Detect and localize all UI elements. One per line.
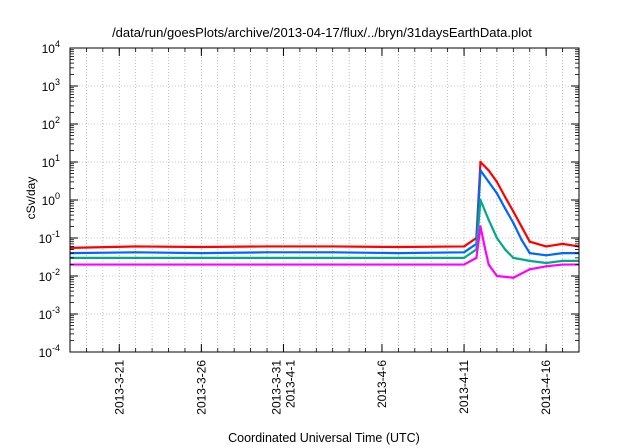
series-point (331, 263, 334, 266)
series-point (479, 169, 482, 172)
y-tick-label: 102 (42, 115, 60, 132)
series-point (397, 245, 400, 249)
series-point (331, 251, 334, 254)
series-point (265, 251, 269, 254)
x-axis-label: Coordinated Universal Time (UTC) (228, 431, 420, 445)
series-point (487, 180, 490, 184)
x-tick-label: 2013-3-26 (194, 360, 208, 415)
series-point (512, 221, 515, 225)
x-tick-label: 2013-3-31 (269, 360, 283, 415)
y-tick-label: 10-4 (39, 343, 60, 360)
series-point (462, 251, 466, 254)
series-point (475, 256, 478, 260)
x-tick-label: 2013-4-6 (375, 360, 389, 408)
series-point (487, 263, 490, 266)
series-point (462, 245, 466, 248)
y-tick-label: 104 (42, 39, 60, 56)
series-point (483, 245, 486, 248)
series-point (331, 256, 334, 260)
series-point (265, 263, 269, 266)
series-point (495, 236, 499, 240)
series-point (462, 256, 466, 260)
series-point (462, 263, 466, 266)
series-point (561, 263, 564, 266)
series-point (544, 245, 548, 248)
series-point (479, 198, 482, 202)
plot-frame (69, 47, 580, 353)
series-point (397, 263, 400, 266)
series-point (503, 195, 507, 199)
series-point (528, 240, 531, 243)
series-point (544, 261, 548, 265)
y-tick-label: 10-2 (39, 267, 60, 284)
series-point (200, 256, 203, 260)
grid (70, 48, 579, 352)
series-point (134, 256, 137, 260)
y-tick-label: 103 (42, 77, 60, 94)
series-point (528, 268, 531, 271)
series-point (544, 254, 548, 257)
x-tick-label: 2013-4-1 (283, 360, 297, 408)
series-point (561, 242, 564, 246)
x-tick-label: 2013-4-11 (457, 360, 471, 414)
series-line (70, 169, 579, 257)
series-point (495, 180, 499, 184)
series-point (265, 245, 269, 248)
series-point (512, 276, 515, 279)
series-point (331, 245, 334, 248)
x-tick-label: 2013-4-16 (539, 360, 553, 415)
series-point (134, 245, 137, 248)
series-point (528, 259, 531, 263)
series-point (520, 225, 523, 228)
series-point (561, 259, 564, 263)
y-tick-label: 101 (42, 153, 60, 170)
series-point (561, 251, 564, 255)
series-point (487, 218, 490, 222)
series-point (520, 238, 523, 241)
y-tick-label: 100 (42, 191, 60, 208)
series-line (70, 160, 579, 249)
series-point (397, 251, 400, 255)
y-tick-label: 10-3 (39, 305, 60, 322)
series-point (495, 274, 499, 278)
chart-title: /data/run/goesPlots/archive/2013-04-17/f… (112, 25, 532, 40)
series-point (495, 192, 499, 195)
series-point (479, 225, 482, 228)
x-tick-label: 2013-3-21 (112, 360, 126, 415)
series-point (134, 251, 137, 254)
series-point (200, 245, 203, 249)
axes: 10-4 10-3 10-2 10-1 100 101 102 103 104 2013-3-21… (39, 39, 579, 415)
series-point (479, 160, 482, 164)
series-layer (70, 160, 579, 279)
y-axis-label: cSv/day (24, 177, 38, 220)
series-point (200, 251, 203, 255)
series-point (512, 256, 515, 260)
series-point (487, 169, 490, 172)
series-point (528, 251, 531, 255)
y-tick-label: 10-1 (39, 229, 60, 246)
series-point (200, 263, 203, 266)
series-point (397, 256, 400, 260)
series-point (544, 265, 548, 268)
series-point (512, 210, 515, 213)
series-point (265, 256, 269, 260)
series-point (134, 263, 137, 266)
series-point (503, 207, 507, 210)
series-point (503, 248, 507, 251)
